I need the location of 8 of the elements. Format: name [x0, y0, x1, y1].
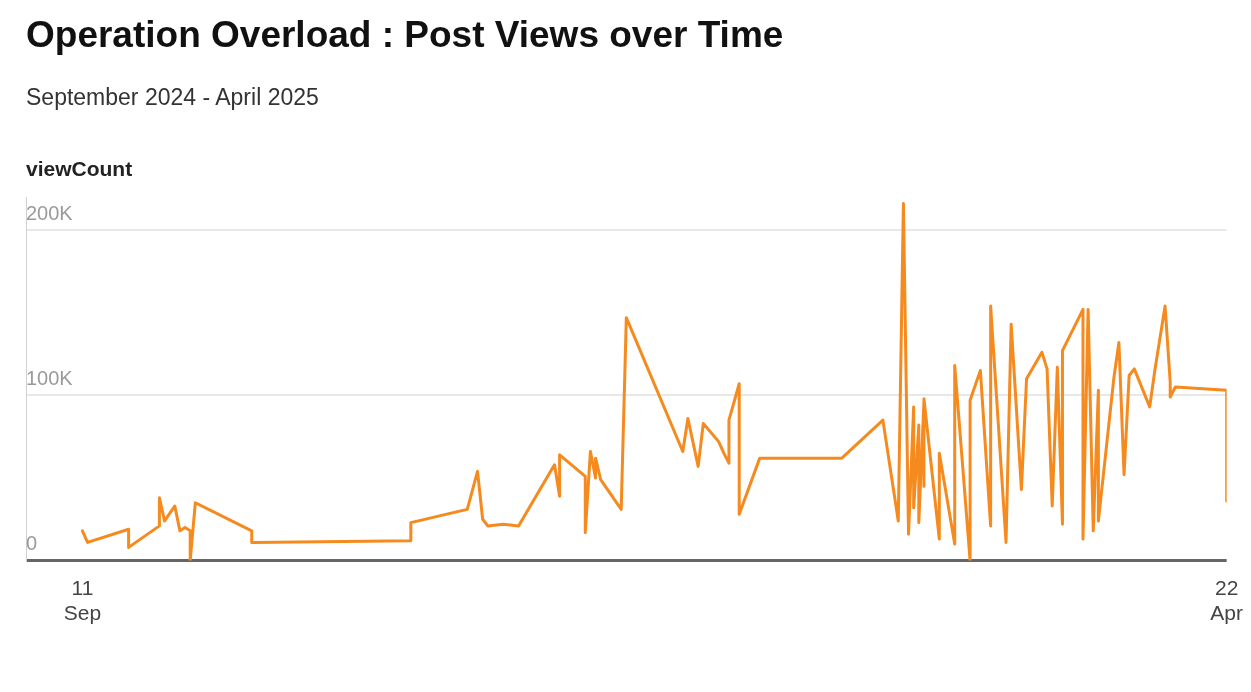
- y-axis-title: viewCount: [26, 157, 133, 181]
- y-tick-label: 200K: [26, 201, 74, 224]
- y-tick-label: 100K: [26, 366, 74, 389]
- chart-subtitle: September 2024 - April 2025: [26, 84, 319, 111]
- chart-title: Operation Overload : Post Views over Time: [26, 14, 784, 56]
- x-tick-label: 11 Sep: [63, 576, 102, 625]
- x-tick-label: 22 Apr: [1210, 576, 1243, 625]
- y-tick-label: 0: [26, 532, 38, 555]
